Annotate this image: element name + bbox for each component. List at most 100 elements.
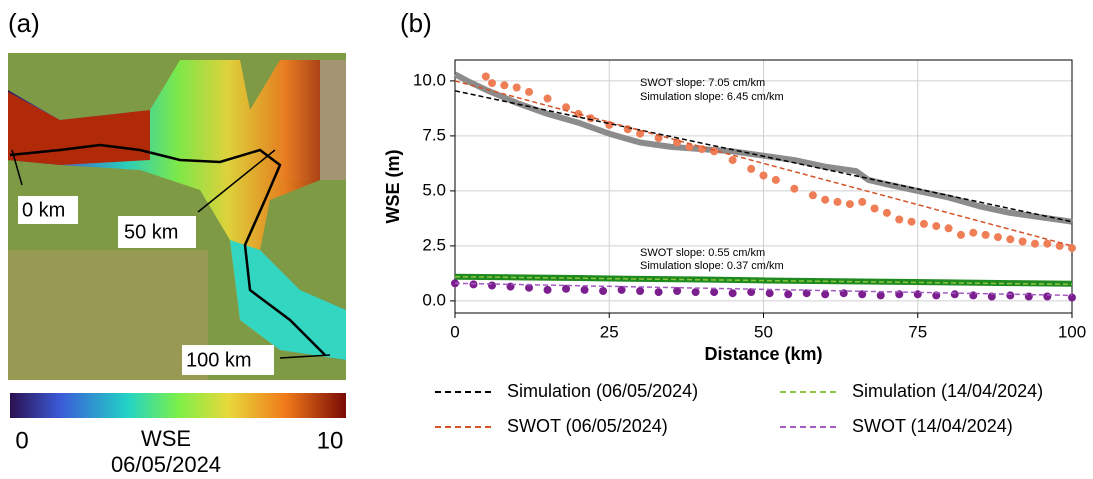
data-point [876,291,885,300]
x-axis-label: Distance (km) [704,344,822,364]
data-point [858,197,867,206]
data-point [1006,291,1015,300]
annotation: Simulation slope: 0.37 cm/km [640,260,784,272]
legend-label: Simulation (06/05/2024) [507,381,698,401]
x-tick-label: 75 [908,322,927,341]
data-point [784,290,793,299]
fit-line [454,80,1073,247]
label-box [118,216,196,248]
data-point [821,290,830,299]
data-point [919,219,928,228]
x-tick-label: 100 [1058,322,1086,341]
data-point [913,290,922,299]
arrow [197,149,276,213]
y-tick-label: 7.5 [422,125,446,144]
x-tick-label: 25 [600,322,619,341]
fit-line [454,275,1073,286]
label-box [18,196,78,224]
distance-label: 0 km [22,199,65,221]
data-point [969,291,978,300]
map-terrain [8,250,208,380]
data-point [1043,239,1052,248]
data-point [870,204,879,213]
data-point [691,288,700,297]
river-centerline [9,143,326,356]
data-point [907,217,916,226]
data-point [512,83,521,92]
data-point [488,281,497,290]
legend-label: SWOT (06/05/2024) [507,416,668,436]
data-point [1024,292,1033,301]
data-point [525,283,534,292]
data-point [759,171,768,180]
data-point [747,288,756,297]
data-point [580,285,589,294]
data-point [845,200,854,209]
data-point [562,284,571,293]
fit-line [454,90,1073,223]
chart: (b) 0 25 50 75 100 0.0 2.5 5.0 7.5 10.0 Distance (… [383,8,1086,436]
annotation: SWOT slope: 0.55 cm/km [640,247,765,259]
panel-label: (a) [8,8,40,38]
distance-label: 100 km [186,349,252,371]
data-point [488,79,497,88]
data-point [710,147,719,156]
legend-label: SWOT (14/04/2024) [852,416,1013,436]
data-point [543,285,552,294]
data-point [981,230,990,239]
y-tick-label: 10.0 [413,70,446,89]
y-tick-label: 0.0 [422,290,446,309]
colorbar [10,393,346,418]
data-point [500,81,509,90]
data-point [993,233,1002,242]
panel-label: (b) [400,8,432,38]
data-point [599,287,608,295]
annotation: SWOT slope: 7.05 cm/km [640,77,765,89]
data-point [1068,293,1076,302]
data-point [525,87,534,96]
data-point [790,184,799,193]
data-point [654,288,663,297]
data-point [944,224,953,233]
y-tick-label: 5.0 [422,180,446,199]
river-wse [230,240,346,360]
distance-label: 50 km [124,221,178,243]
y-axis-label: WSE (m) [383,149,403,223]
data-point [1006,235,1015,244]
data-point [895,215,904,224]
data-point [808,191,817,200]
x-tick-label: 50 [754,322,773,341]
data-point [932,222,941,231]
fit-line [454,282,1073,297]
x-tick-label: 0 [450,322,459,341]
data-point [617,285,626,294]
data-point [728,156,737,165]
annotation: Simulation slope: 6.45 cm/km [640,91,784,103]
arrow [279,354,331,359]
data-point [1043,292,1052,301]
data-point [673,287,682,295]
colorbar-date: 06/05/2024 [111,452,221,477]
plot-frame [454,59,1073,314]
data-point [481,72,490,81]
data-point [728,289,737,298]
data-point [765,289,774,298]
legend-label: Simulation (14/04/2024) [852,381,1043,401]
data-point [586,114,595,123]
data-point [1030,239,1039,248]
colorbar-min: 0 [15,427,28,454]
data-point [833,197,842,206]
data-point [747,164,756,173]
data-point [636,287,645,295]
y-tick-label: 2.5 [422,235,446,254]
data-point [710,288,719,297]
label-box [182,345,274,375]
data-point [969,228,978,237]
data-point [858,290,867,299]
data-point [821,195,830,204]
data-point [1018,237,1027,246]
data-point [543,94,552,103]
data-point [882,208,891,217]
arrow [11,149,23,186]
